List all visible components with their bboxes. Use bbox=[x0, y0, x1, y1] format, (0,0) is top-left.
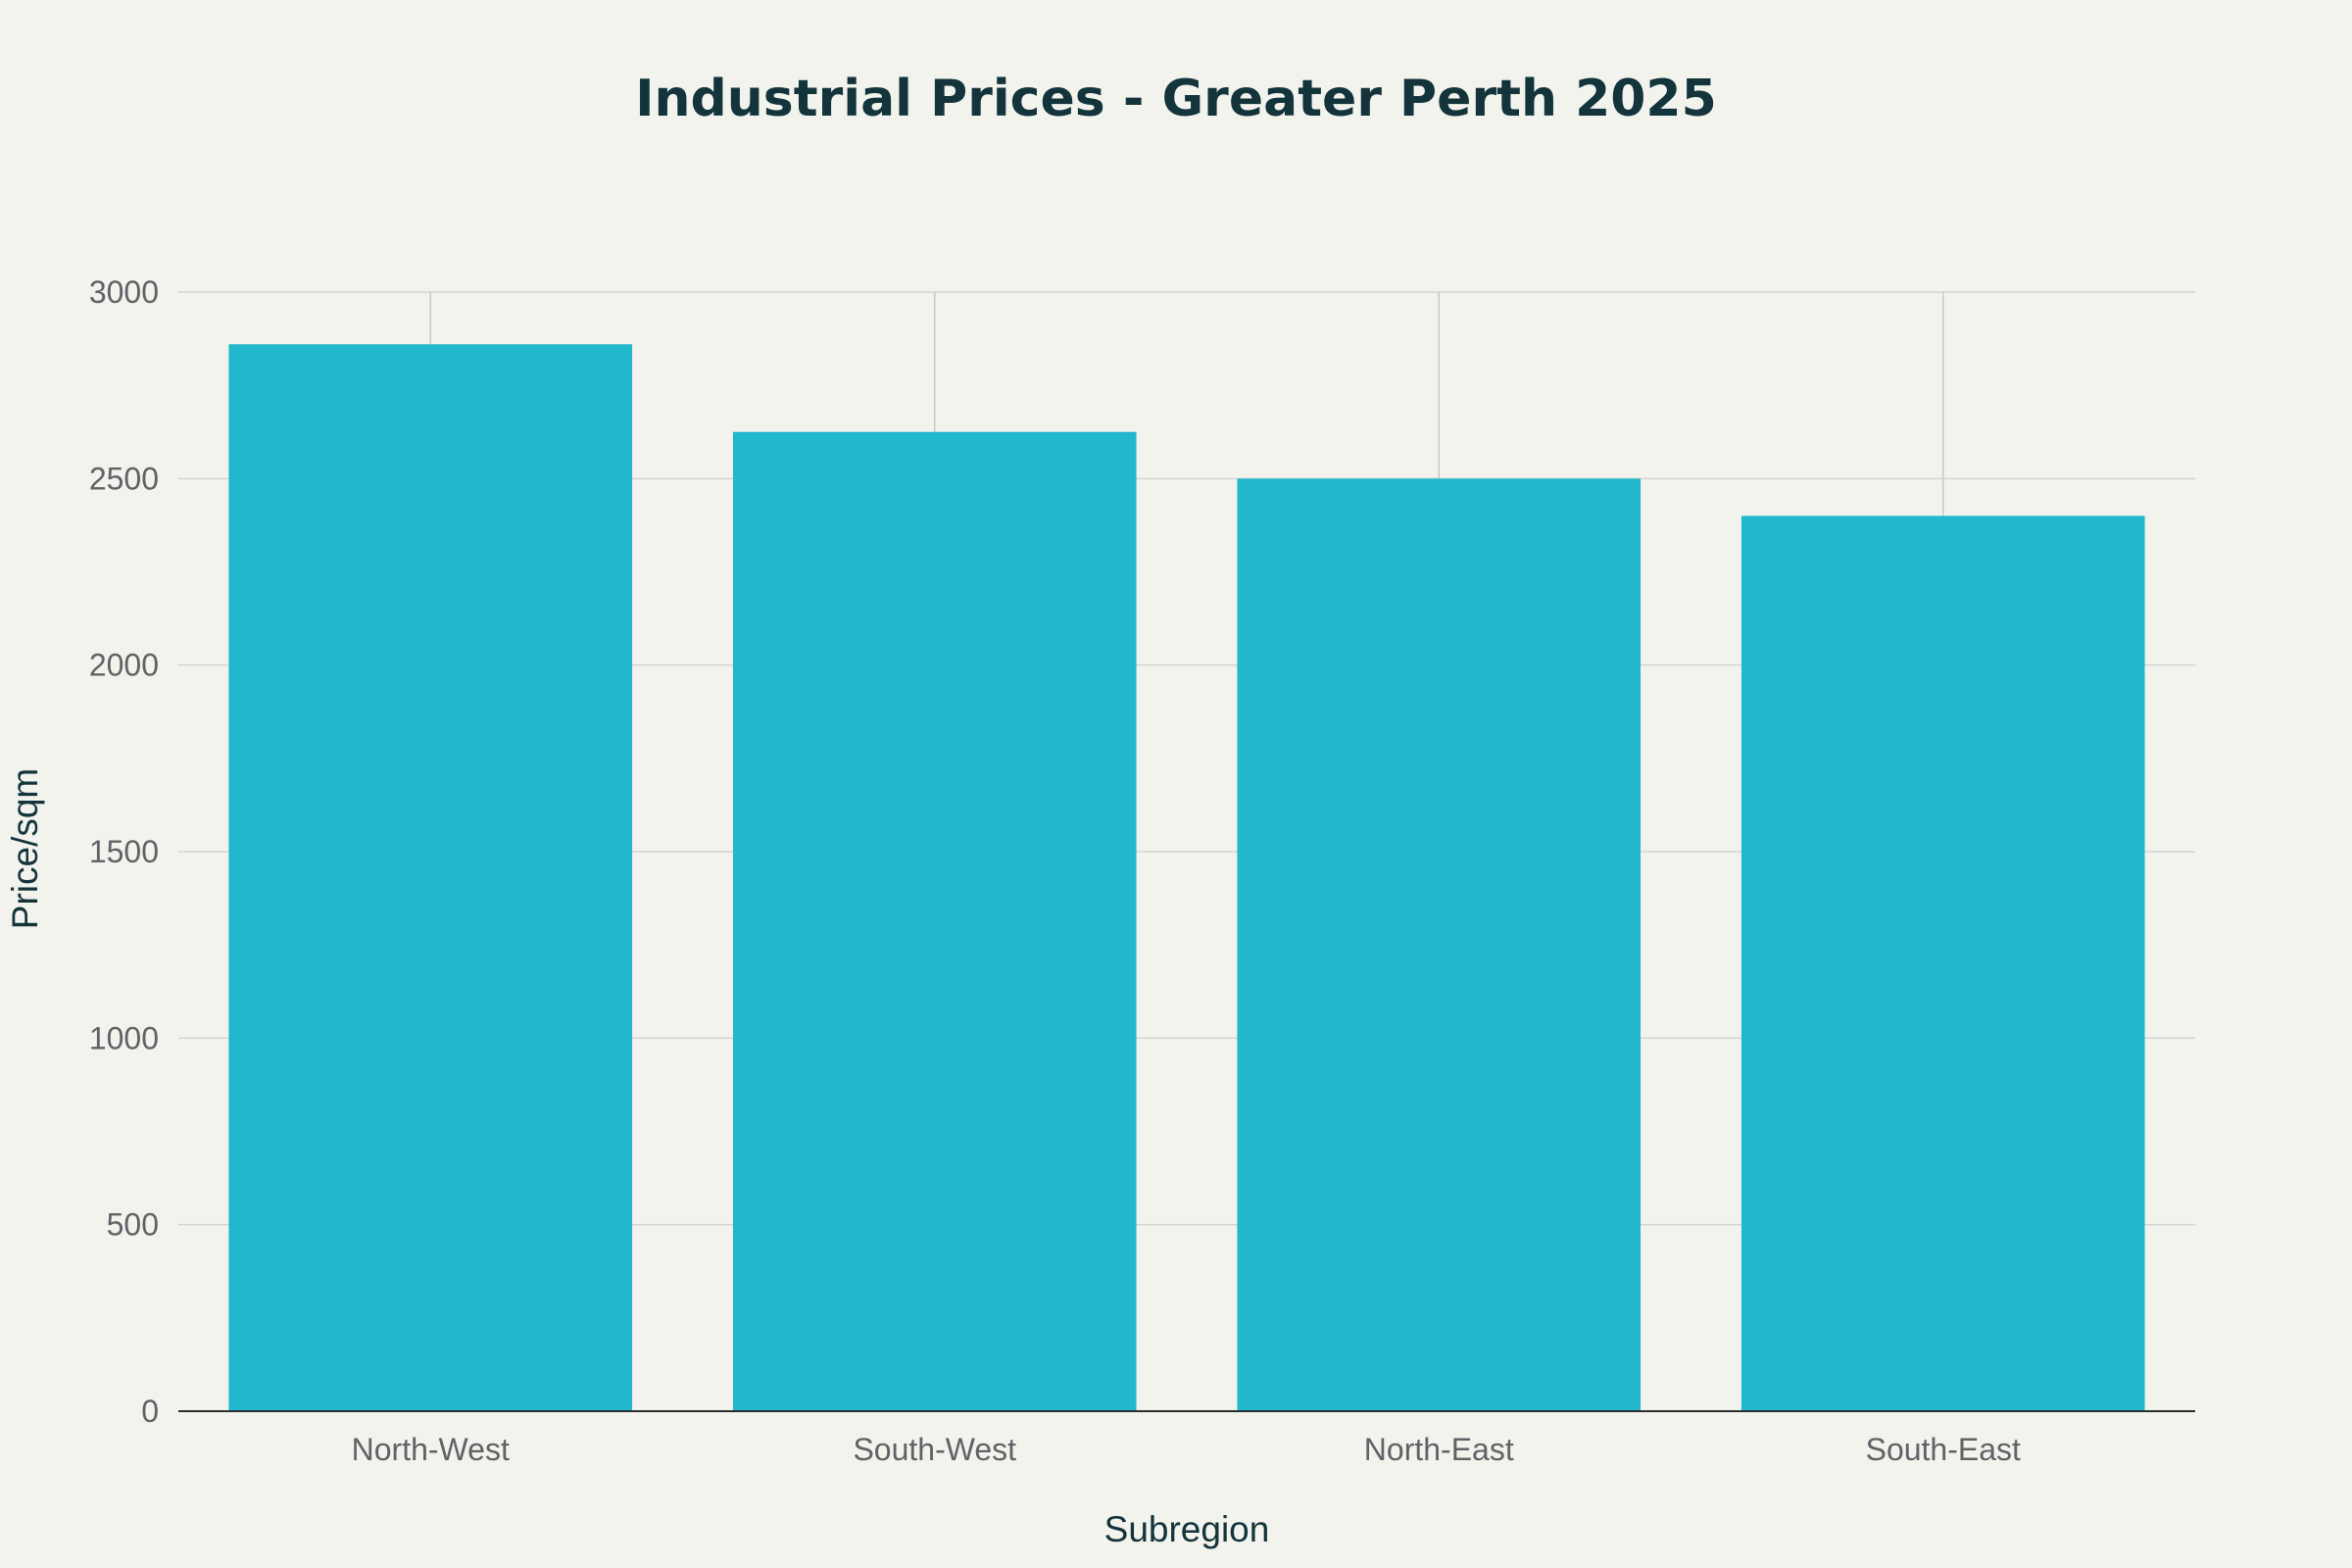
y-tick-label: 3000 bbox=[89, 274, 159, 310]
y-tick-label: 0 bbox=[141, 1394, 159, 1429]
bar-south-east[interactable] bbox=[1740, 515, 2145, 1411]
x-axis-title: Subregion bbox=[1104, 1509, 1270, 1549]
bar-north-west[interactable] bbox=[228, 344, 633, 1411]
y-tick-labels: 0 500 1000 1500 2000 2500 3000 bbox=[89, 274, 159, 1429]
x-tick-label: North-West bbox=[352, 1432, 510, 1467]
x-tick-label: South-West bbox=[853, 1432, 1016, 1467]
bar-south-west[interactable] bbox=[732, 431, 1137, 1411]
bar-north-east[interactable] bbox=[1237, 478, 1642, 1411]
x-tick-label: South-East bbox=[1866, 1432, 2021, 1467]
y-tick-label: 1500 bbox=[89, 834, 159, 869]
chart-title: Industrial Prices - Greater Perth 2025 bbox=[635, 70, 1717, 128]
y-tick-label: 2000 bbox=[89, 648, 159, 683]
y-axis-title: Price/sqm bbox=[5, 768, 45, 929]
y-tick-label: 2500 bbox=[89, 461, 159, 496]
y-tick-label: 1000 bbox=[89, 1020, 159, 1055]
x-tick-label: North-East bbox=[1364, 1432, 1514, 1467]
bars-layer bbox=[228, 344, 2145, 1411]
x-tick-labels: North-West South-West North-East South-East bbox=[352, 1432, 2021, 1467]
y-tick-label: 500 bbox=[107, 1207, 159, 1243]
